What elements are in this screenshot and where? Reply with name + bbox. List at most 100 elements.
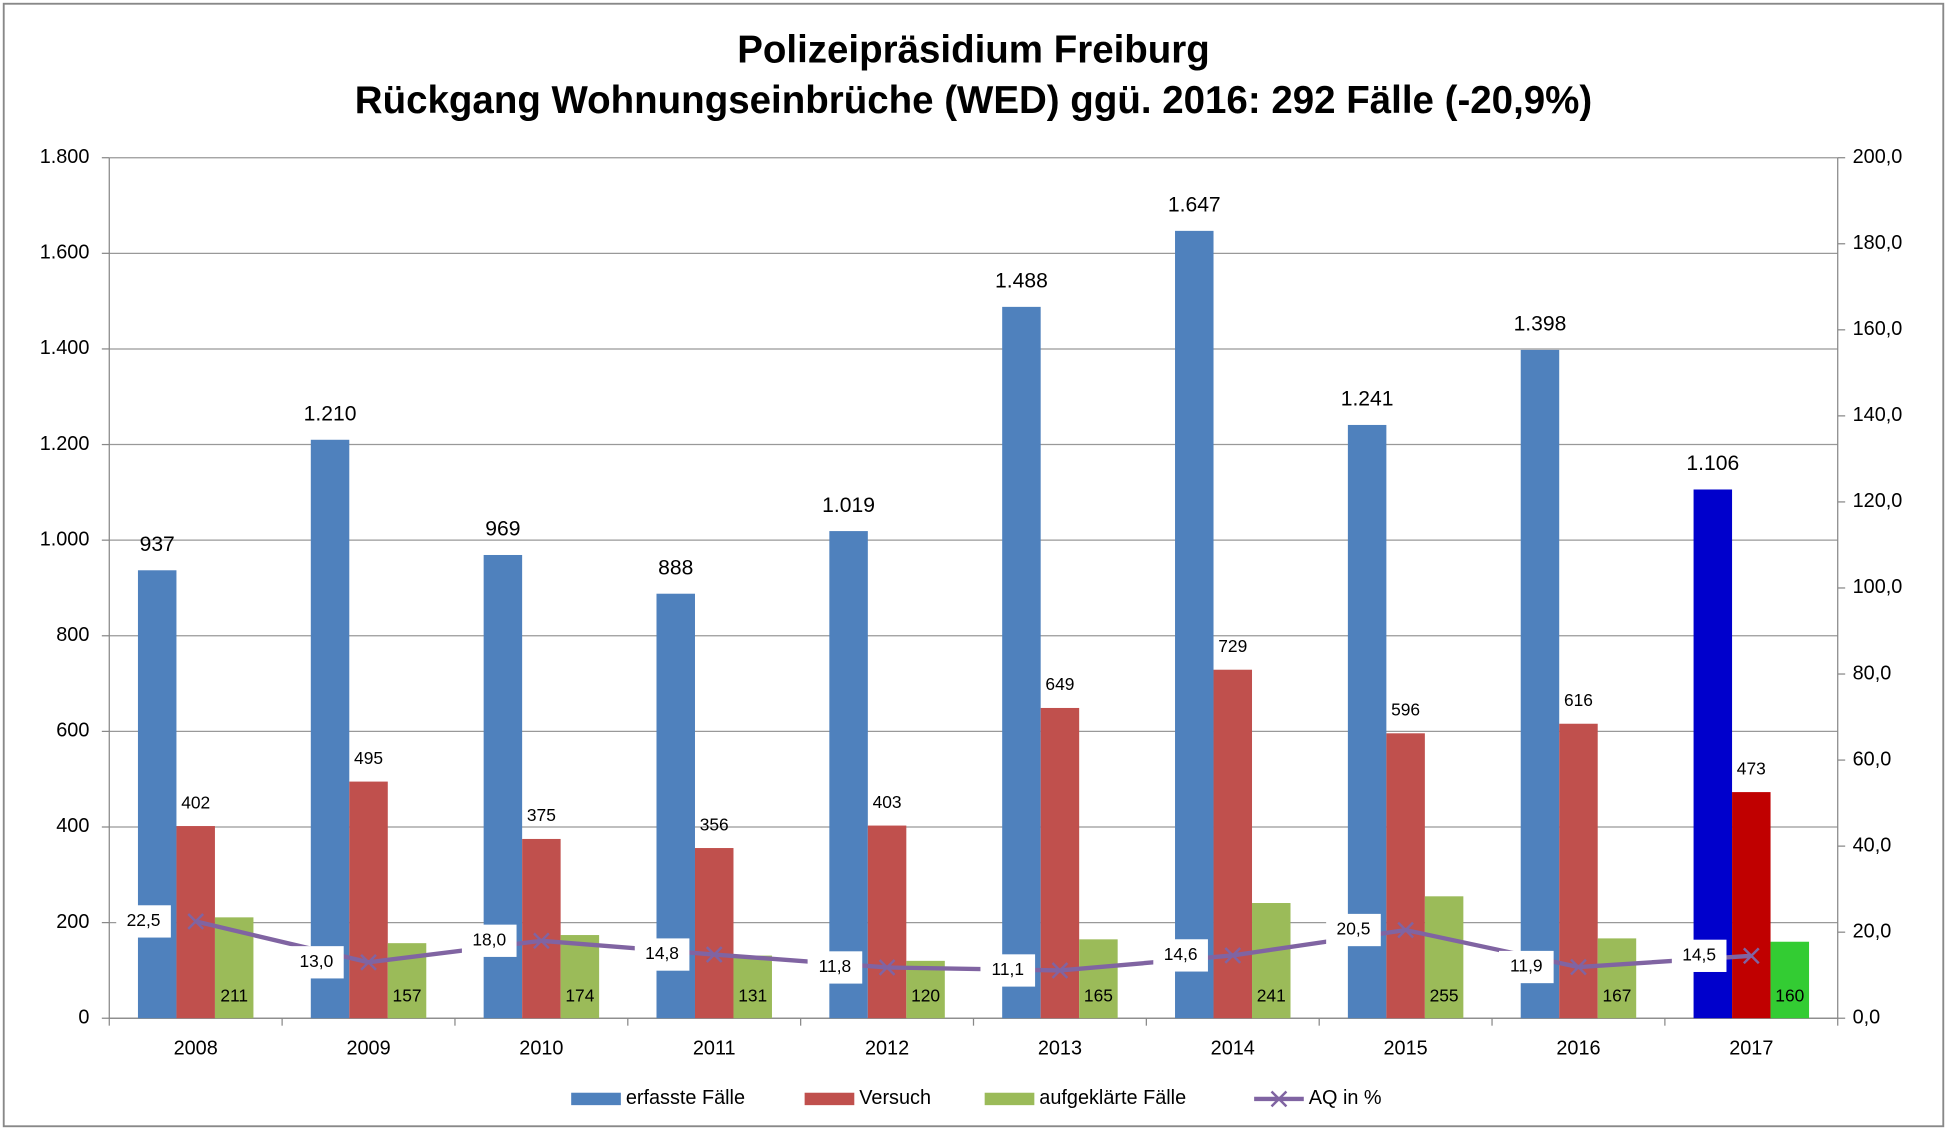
bar	[1175, 230, 1214, 1019]
bar	[829, 531, 868, 1019]
bar	[1520, 349, 1560, 1019]
y2-tick-label: 180,0	[1853, 232, 1903, 254]
legend-label: erfasste Fälle	[626, 1087, 745, 1109]
y2-tick-label: 140,0	[1853, 404, 1903, 426]
data-label: 1.019	[822, 494, 875, 517]
data-label: 11,9	[1510, 956, 1543, 976]
bar	[1040, 707, 1080, 1019]
chart-subtitle: Rückgang Wohnungseinbrüche (WED) ggü. 20…	[355, 79, 1592, 122]
y2-tick-label: 120,0	[1853, 490, 1903, 512]
x-tick-label: 2016	[1556, 1038, 1600, 1060]
legend-label: AQ in %	[1309, 1087, 1382, 1109]
bar	[694, 848, 734, 1019]
data-label: 11,1	[992, 959, 1025, 979]
data-label: 402	[181, 792, 210, 812]
x-tick-label: 2009	[346, 1038, 390, 1060]
y-tick-label: 1.600	[40, 242, 90, 264]
x-tick-label: 2013	[1038, 1038, 1082, 1060]
line-marker	[878, 959, 896, 976]
data-label-box	[634, 938, 690, 971]
line-marker	[705, 946, 723, 963]
data-label: 473	[1737, 758, 1766, 778]
chart-title: Polizeipräsidium Freiburg	[737, 28, 1210, 71]
data-label-box	[116, 905, 171, 938]
data-label: 1.488	[995, 270, 1048, 293]
data-label: 1.647	[1168, 194, 1221, 217]
y2-tick-label: 160,0	[1853, 318, 1903, 340]
bar	[1386, 733, 1425, 1019]
line	[195, 919, 1752, 973]
data-label: 1.106	[1686, 452, 1739, 475]
bar	[867, 825, 907, 1019]
x-tick-label: 2015	[1384, 1038, 1428, 1060]
bar	[1597, 938, 1637, 1019]
data-label: 1.210	[304, 403, 357, 426]
x-tick-label: 2010	[519, 1038, 563, 1060]
data-label: 495	[354, 748, 383, 768]
data-label: 160	[1775, 986, 1804, 1006]
legend-label: Versuch	[859, 1087, 931, 1109]
bar	[733, 955, 772, 1019]
bar	[1002, 306, 1041, 1019]
y2-tick-label: 0,0	[1853, 1006, 1881, 1028]
data-label: 403	[873, 792, 902, 812]
data-label: 165	[1084, 986, 1113, 1006]
data-label: 14,5	[1682, 944, 1716, 964]
data-label: 167	[1602, 986, 1631, 1006]
bar	[349, 781, 388, 1019]
data-label-box	[1498, 950, 1554, 984]
y-tick-label: 1.400	[40, 337, 90, 359]
data-label: 969	[485, 518, 520, 541]
data-label: 18,0	[472, 929, 506, 949]
y-tick-label: 1.000	[40, 528, 90, 550]
data-label: 888	[658, 556, 693, 579]
data-label-box	[807, 951, 863, 984]
data-label: 241	[1257, 986, 1286, 1006]
data-label: 14,8	[645, 943, 679, 963]
data-label-box	[1326, 913, 1381, 947]
line-marker	[1397, 921, 1414, 939]
data-label: 729	[1218, 636, 1247, 656]
x-tick-label: 2017	[1729, 1038, 1773, 1060]
bar	[137, 570, 177, 1019]
data-label: 649	[1045, 674, 1074, 694]
y2-tick-label: 60,0	[1853, 748, 1892, 770]
bar	[560, 935, 600, 1019]
data-label: 356	[700, 814, 729, 834]
line-marker	[1742, 947, 1760, 965]
line-marker	[360, 953, 377, 971]
legend-swatch	[984, 1092, 1035, 1106]
bar	[1079, 939, 1118, 1019]
x-tick-label: 2012	[865, 1038, 909, 1060]
y2-tick-label: 40,0	[1853, 834, 1892, 856]
data-label: 157	[393, 986, 422, 1006]
data-label: 20,5	[1337, 919, 1371, 939]
y-tick-label: 0	[78, 1006, 89, 1028]
legend-label: aufgeklärte Fälle	[1039, 1087, 1186, 1109]
data-label: 22,5	[127, 910, 161, 930]
line-marker	[187, 913, 205, 930]
data-label: 13,0	[299, 951, 333, 971]
y-tick-label: 400	[56, 815, 89, 837]
data-label: 255	[1430, 986, 1459, 1006]
y-tick-label: 200	[56, 911, 89, 933]
data-label: 375	[527, 805, 556, 825]
bar	[522, 838, 561, 1019]
data-label: 14,6	[1164, 944, 1198, 964]
line-marker	[1570, 958, 1587, 976]
line-marker	[533, 932, 550, 950]
data-label-box	[1153, 939, 1208, 972]
bar	[1559, 723, 1598, 1019]
data-label: 596	[1391, 700, 1420, 720]
data-label: 211	[220, 986, 248, 1006]
bar	[1770, 941, 1810, 1019]
bar	[1252, 903, 1291, 1019]
line-marker	[1224, 947, 1242, 964]
y2-tick-label: 100,0	[1853, 576, 1903, 598]
y2-tick-label: 20,0	[1853, 920, 1892, 942]
bar	[1213, 669, 1253, 1019]
legend-swatch	[571, 1092, 621, 1106]
y-tick-label: 1.800	[40, 146, 90, 168]
